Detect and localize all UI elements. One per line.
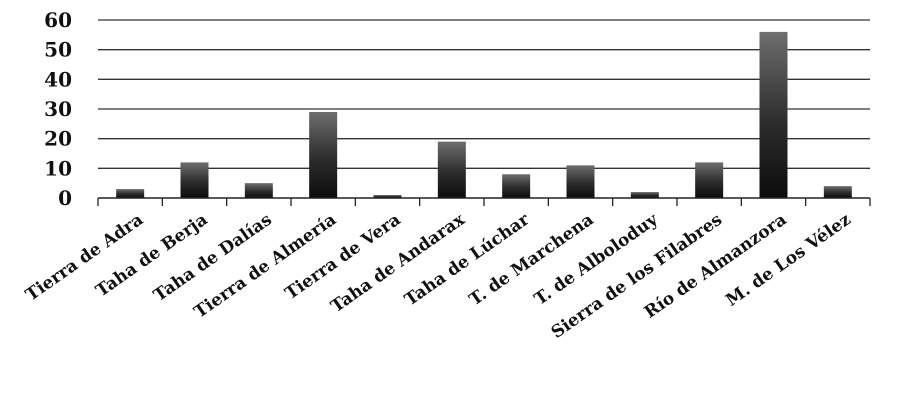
- bar-2: [244, 183, 273, 198]
- bar-9: [695, 162, 724, 198]
- grid-lines: [98, 19, 870, 169]
- bar-8: [630, 192, 659, 198]
- y-tick-label: 10: [44, 156, 72, 180]
- y-tick-label: 40: [44, 67, 72, 91]
- y-tick-label: 30: [44, 97, 72, 121]
- bar-4: [373, 195, 402, 198]
- bar-3: [309, 111, 338, 198]
- bar-10: [759, 31, 788, 198]
- y-tick-label: 50: [44, 38, 72, 62]
- bar-11: [823, 186, 852, 198]
- y-tick-label: 0: [58, 186, 72, 210]
- bar-1: [180, 162, 209, 198]
- y-axis-ticks: 0 10 20 30 40 50 60: [44, 8, 72, 210]
- bar-5: [437, 141, 466, 198]
- y-tick-label: 20: [44, 127, 72, 151]
- x-tick-label: Tierra de Adra: [22, 210, 147, 306]
- bar-6: [502, 174, 531, 198]
- bar-0: [116, 189, 145, 198]
- bar-7: [566, 165, 595, 198]
- x-axis: [97, 197, 871, 206]
- bars: [116, 31, 852, 198]
- y-tick-label: 60: [44, 8, 72, 32]
